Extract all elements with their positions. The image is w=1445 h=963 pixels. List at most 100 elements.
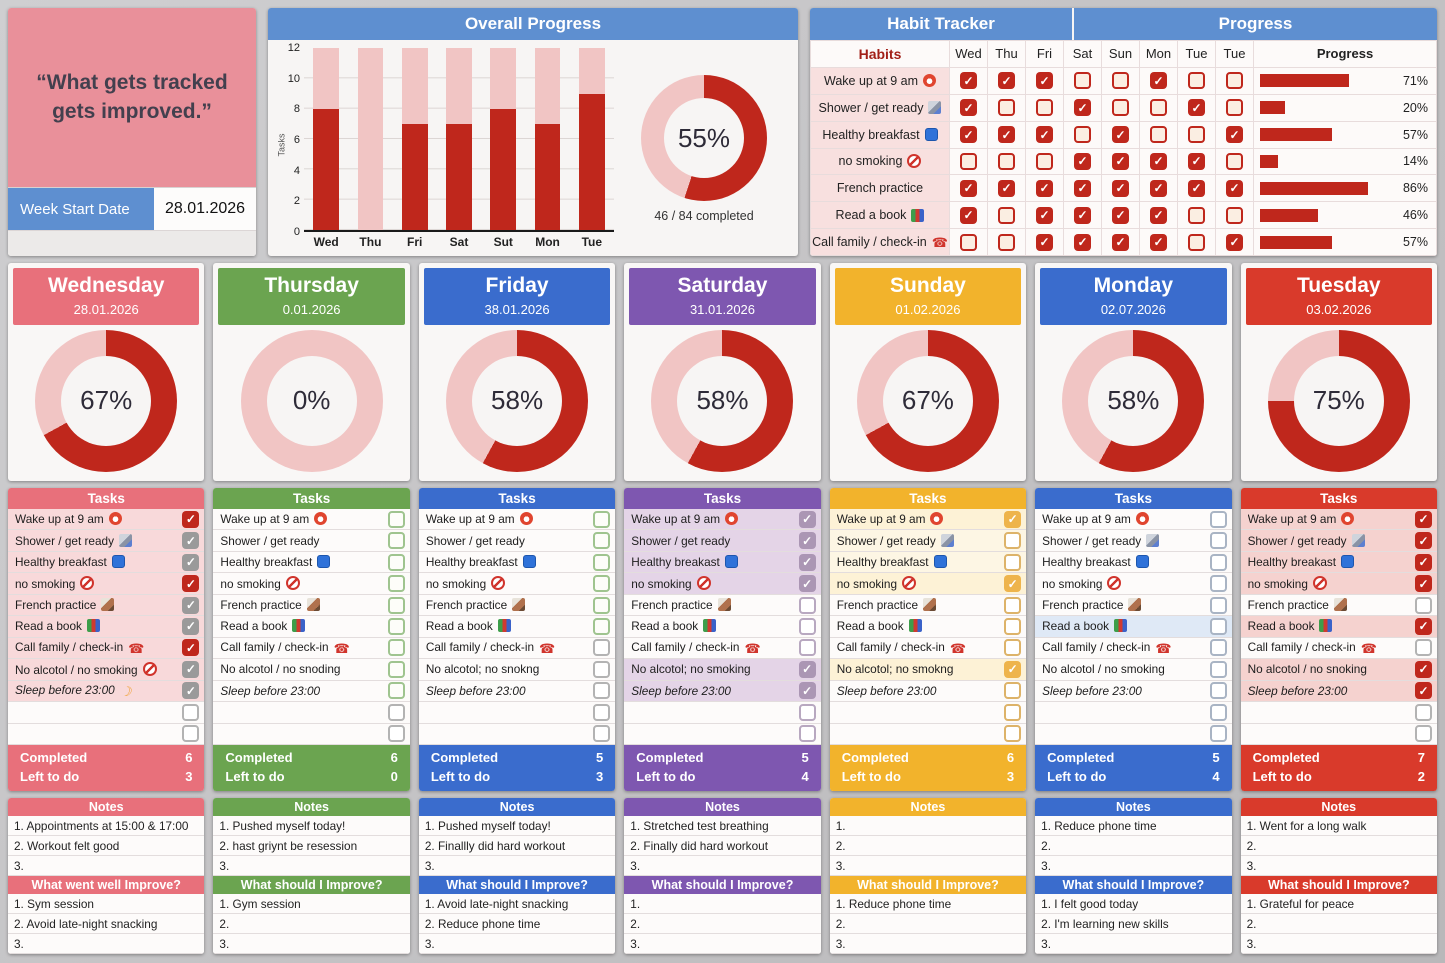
improve-line[interactable]: 1. I felt good today — [1035, 894, 1232, 914]
improve-line[interactable]: 2. — [213, 914, 410, 934]
checkbox-checked[interactable]: ✓ — [1226, 233, 1243, 251]
task-checkbox-empty[interactable] — [387, 553, 405, 571]
checkbox-empty[interactable] — [1150, 99, 1167, 117]
checkbox-checked[interactable]: ✓ — [1036, 233, 1053, 251]
task-checkbox-empty[interactable] — [387, 617, 405, 635]
checkbox-empty[interactable] — [1188, 233, 1205, 251]
note-line[interactable]: 3. — [8, 856, 205, 876]
task-checkbox-empty[interactable] — [593, 532, 611, 550]
task-checkbox-empty[interactable] — [1209, 532, 1227, 550]
task-checkbox-empty[interactable] — [1209, 639, 1227, 657]
task-checkbox-empty[interactable] — [387, 532, 405, 550]
checkbox-empty[interactable] — [1036, 99, 1053, 117]
checkbox-empty[interactable] — [1036, 152, 1053, 170]
checkbox-checked[interactable]: ✓ — [1112, 152, 1129, 170]
note-line[interactable]: 3. — [418, 856, 616, 876]
task-checkbox-empty[interactable] — [1004, 617, 1022, 635]
task-checkbox-checked[interactable]: ✓ — [798, 660, 816, 678]
task-checkbox-empty[interactable] — [798, 725, 816, 743]
note-line[interactable]: 3. — [213, 856, 410, 876]
checkbox-empty[interactable] — [960, 152, 977, 170]
task-checkbox-checked[interactable]: ✓ — [1415, 617, 1432, 635]
task-checkbox-empty[interactable] — [1415, 703, 1432, 721]
checkbox-checked[interactable]: ✓ — [1226, 179, 1243, 197]
note-line[interactable]: 3. — [1240, 856, 1437, 876]
task-checkbox-empty[interactable] — [387, 510, 405, 528]
task-checkbox-checked[interactable]: ✓ — [182, 660, 200, 678]
task-checkbox-empty[interactable] — [1209, 682, 1227, 700]
task-checkbox-empty[interactable] — [1004, 639, 1022, 657]
improve-line[interactable]: 3. — [213, 934, 410, 954]
task-checkbox-empty[interactable] — [1004, 553, 1022, 571]
note-line[interactable]: 3. — [829, 856, 1027, 876]
note-line[interactable]: 2. Finallly did hard workout — [418, 836, 616, 856]
checkbox-checked[interactable]: ✓ — [1112, 206, 1129, 224]
task-checkbox-checked[interactable]: ✓ — [798, 510, 816, 528]
improve-line[interactable]: 3. — [1035, 934, 1232, 954]
checkbox-empty[interactable] — [960, 233, 977, 251]
improve-line[interactable]: 1. Gym session — [213, 894, 410, 914]
task-checkbox-empty[interactable] — [1415, 725, 1432, 743]
note-line[interactable]: 2. Workout felt good — [8, 836, 205, 856]
task-checkbox-empty[interactable] — [1209, 553, 1227, 571]
note-line[interactable]: 1. Went for a long walk — [1240, 816, 1437, 836]
task-checkbox-checked[interactable]: ✓ — [1415, 575, 1432, 593]
checkbox-empty[interactable] — [1188, 206, 1205, 224]
task-checkbox-empty[interactable] — [1209, 660, 1227, 678]
task-checkbox-checked[interactable]: ✓ — [1415, 510, 1432, 528]
checkbox-checked[interactable]: ✓ — [1036, 126, 1053, 144]
task-checkbox-checked[interactable]: ✓ — [1415, 532, 1432, 550]
note-line[interactable]: 1. Appointments at 15:00 & 17:00 — [8, 816, 205, 836]
checkbox-checked[interactable]: ✓ — [960, 72, 977, 90]
note-line[interactable]: 1. Stretched test breathing — [624, 816, 821, 836]
task-checkbox-empty[interactable] — [1004, 596, 1022, 614]
improve-line[interactable]: 1. Reduce phone time — [829, 894, 1027, 914]
improve-line[interactable]: 1. — [624, 894, 821, 914]
week-start-value[interactable]: 28.01.2026 — [154, 188, 256, 230]
note-line[interactable]: 1. — [829, 816, 1027, 836]
task-checkbox-checked[interactable]: ✓ — [1004, 510, 1022, 528]
note-line[interactable]: 1. Pushed myself today! — [418, 816, 616, 836]
task-checkbox-empty[interactable] — [593, 660, 611, 678]
checkbox-checked[interactable]: ✓ — [1112, 233, 1129, 251]
checkbox-checked[interactable]: ✓ — [960, 99, 977, 117]
checkbox-empty[interactable] — [1074, 126, 1091, 144]
checkbox-checked[interactable]: ✓ — [1150, 152, 1167, 170]
checkbox-checked[interactable]: ✓ — [1150, 179, 1167, 197]
task-checkbox-empty[interactable] — [798, 596, 816, 614]
task-checkbox-checked[interactable]: ✓ — [182, 617, 200, 635]
task-checkbox-checked[interactable]: ✓ — [798, 575, 816, 593]
checkbox-checked[interactable]: ✓ — [998, 72, 1015, 90]
checkbox-checked[interactable]: ✓ — [1074, 179, 1091, 197]
checkbox-checked[interactable]: ✓ — [1188, 99, 1205, 117]
task-checkbox-empty[interactable] — [1209, 725, 1227, 743]
task-checkbox-checked[interactable]: ✓ — [182, 639, 200, 657]
checkbox-checked[interactable]: ✓ — [1188, 179, 1205, 197]
task-checkbox-empty[interactable] — [593, 725, 611, 743]
note-line[interactable]: 3. — [624, 856, 821, 876]
task-checkbox-empty[interactable] — [387, 575, 405, 593]
note-line[interactable]: 2. — [829, 836, 1027, 856]
note-line[interactable]: 2. Finally did hard workout — [624, 836, 821, 856]
task-checkbox-empty[interactable] — [798, 639, 816, 657]
checkbox-checked[interactable]: ✓ — [1150, 233, 1167, 251]
task-checkbox-empty[interactable] — [798, 703, 816, 721]
task-checkbox-empty[interactable] — [1004, 682, 1022, 700]
note-line[interactable]: 2. hast griynt be resession — [213, 836, 410, 856]
task-checkbox-checked[interactable]: ✓ — [182, 596, 200, 614]
checkbox-checked[interactable]: ✓ — [998, 179, 1015, 197]
task-checkbox-checked[interactable]: ✓ — [1004, 575, 1022, 593]
checkbox-empty[interactable] — [1188, 126, 1205, 144]
improve-line[interactable]: 2. — [829, 914, 1027, 934]
task-checkbox-empty[interactable] — [1004, 703, 1022, 721]
task-checkbox-checked[interactable]: ✓ — [1415, 553, 1432, 571]
note-line[interactable]: 2. — [1240, 836, 1437, 856]
checkbox-empty[interactable] — [1226, 206, 1243, 224]
task-checkbox-empty[interactable] — [1004, 532, 1022, 550]
task-checkbox-empty[interactable] — [1004, 725, 1022, 743]
task-checkbox-empty[interactable] — [387, 660, 405, 678]
task-checkbox-checked[interactable]: ✓ — [182, 575, 200, 593]
checkbox-checked[interactable]: ✓ — [1188, 152, 1205, 170]
task-checkbox-empty[interactable] — [593, 703, 611, 721]
checkbox-checked[interactable]: ✓ — [1074, 152, 1091, 170]
